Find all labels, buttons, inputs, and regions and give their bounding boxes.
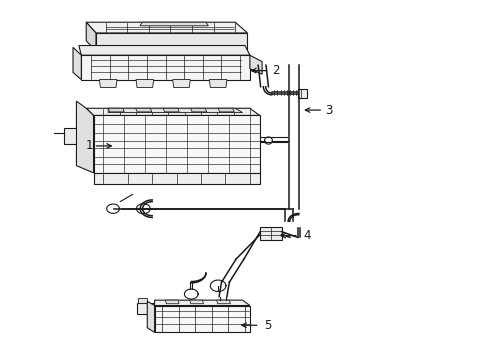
Polygon shape [163, 108, 179, 112]
Text: 5: 5 [265, 319, 272, 332]
Polygon shape [209, 80, 227, 87]
Polygon shape [138, 298, 147, 303]
Polygon shape [73, 47, 81, 80]
Polygon shape [191, 108, 207, 112]
Polygon shape [155, 306, 250, 332]
Polygon shape [165, 300, 179, 304]
Polygon shape [190, 300, 203, 304]
Polygon shape [86, 108, 260, 116]
Polygon shape [140, 22, 208, 26]
Polygon shape [147, 301, 155, 332]
Polygon shape [260, 226, 282, 239]
Text: 4: 4 [304, 229, 311, 242]
Polygon shape [172, 80, 190, 87]
Polygon shape [298, 89, 307, 98]
Polygon shape [64, 128, 76, 144]
Polygon shape [96, 33, 247, 51]
Polygon shape [250, 55, 262, 74]
Polygon shape [217, 300, 230, 304]
Polygon shape [86, 22, 96, 51]
Polygon shape [136, 80, 154, 87]
Polygon shape [81, 55, 250, 80]
Polygon shape [94, 173, 260, 184]
Polygon shape [99, 80, 117, 87]
Polygon shape [86, 22, 247, 33]
Polygon shape [136, 108, 152, 112]
Polygon shape [79, 45, 250, 55]
Polygon shape [94, 116, 260, 173]
Text: 3: 3 [326, 104, 333, 117]
Polygon shape [155, 300, 250, 306]
Polygon shape [218, 108, 234, 112]
Polygon shape [108, 108, 124, 112]
Text: 2: 2 [272, 64, 279, 77]
Polygon shape [108, 108, 243, 113]
Polygon shape [76, 101, 94, 173]
Polygon shape [137, 303, 155, 315]
Text: 1: 1 [86, 139, 94, 152]
